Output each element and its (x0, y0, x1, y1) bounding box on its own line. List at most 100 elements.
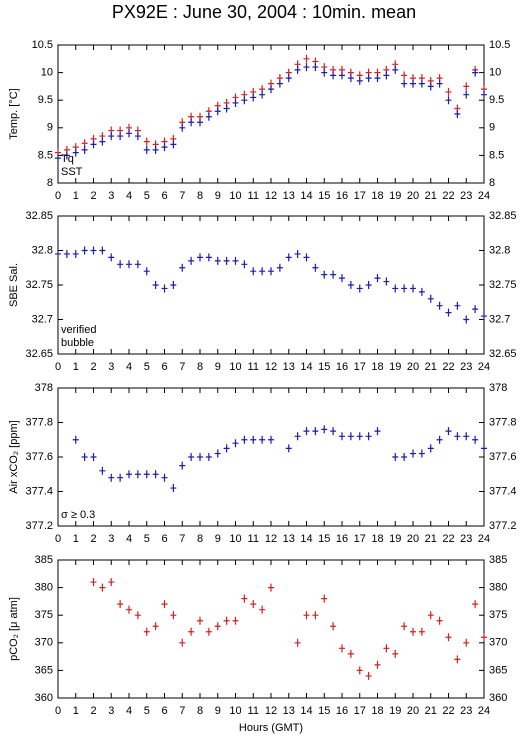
data-point (232, 256, 239, 265)
x-tick-label: 23 (460, 705, 472, 717)
data-point (472, 600, 479, 609)
y-tick-label: 32.7 (32, 313, 53, 325)
data-point (410, 627, 416, 636)
x-tick-label: 13 (283, 705, 295, 717)
data-point (339, 71, 345, 80)
legend-entry: σ ≥ 0.3 (61, 509, 95, 521)
y-tick-label: 360 (35, 692, 53, 704)
x-tick-label: 15 (318, 361, 330, 373)
plot-frame (57, 387, 485, 527)
x-tick-label: 13 (283, 361, 295, 373)
y2-tick-label: 32.65 (489, 348, 517, 360)
x-tick-label: 5 (144, 705, 150, 717)
data-point (55, 154, 61, 163)
data-point (463, 82, 470, 91)
data-point (401, 79, 408, 88)
data-point (481, 312, 487, 321)
x-tick-label: 23 (460, 361, 472, 373)
data-point (463, 638, 470, 647)
x-tick-label: 9 (215, 190, 221, 202)
data-point (232, 439, 239, 448)
data-point (294, 432, 301, 441)
data-point (383, 71, 390, 80)
data-point (117, 600, 124, 609)
x-tick-label: 20 (407, 705, 419, 717)
data-point (232, 98, 239, 107)
data-point (152, 281, 159, 289)
legend-entry: verified (61, 324, 96, 336)
data-point (259, 90, 266, 99)
data-point (232, 616, 239, 625)
y-tick-label: 32.65 (25, 348, 53, 360)
x-tick-label: 15 (318, 533, 330, 545)
data-point (330, 71, 337, 80)
data-point (63, 249, 70, 258)
data-point (179, 638, 186, 647)
y-tick-label: 8 (47, 177, 53, 189)
y-axis-label: Air xCO₂ [ppm] (8, 420, 20, 493)
x-tick-label: 17 (354, 705, 366, 717)
data-point (90, 578, 97, 587)
y-tick-label: 377.6 (25, 451, 53, 463)
data-point (117, 473, 124, 482)
data-point (321, 68, 328, 77)
data-point (152, 622, 159, 631)
x-tick-label: 10 (229, 361, 241, 373)
x-tick-label: 12 (265, 533, 277, 545)
y-tick-label: 9 (47, 122, 53, 134)
data-point (312, 427, 319, 436)
x-tick-label: 1 (73, 533, 79, 545)
x-tick-label: 6 (161, 190, 167, 202)
data-point (392, 453, 399, 461)
y2-tick-label: 360 (489, 692, 507, 704)
data-point (347, 281, 354, 289)
x-tick-label: 4 (126, 533, 132, 545)
data-point (170, 611, 177, 620)
data-point (356, 666, 363, 675)
x-tick-label: 20 (407, 361, 419, 373)
y2-tick-label: 10.5 (489, 39, 510, 51)
x-tick-label: 4 (126, 705, 132, 717)
data-point (418, 449, 425, 458)
data-point (72, 435, 79, 444)
data-point (330, 270, 337, 279)
x-tick-label: 19 (389, 361, 401, 373)
x-tick-label: 2 (90, 533, 96, 545)
data-point (161, 143, 168, 152)
data-point (143, 627, 150, 636)
data-point (134, 470, 141, 479)
x-tick-label: 7 (179, 705, 185, 717)
data-point (330, 427, 337, 436)
data-point (214, 622, 221, 631)
data-point (365, 281, 372, 289)
data-point (454, 432, 461, 441)
x-tick-label: 0 (55, 361, 61, 373)
legend-entry: bubble (61, 337, 94, 349)
y2-tick-label: 377.6 (489, 451, 517, 463)
x-tick-label: 22 (442, 533, 454, 545)
data-point (418, 79, 425, 88)
x-tick-label: 3 (108, 361, 114, 373)
data-point (374, 427, 381, 436)
x-tick-label: 18 (371, 533, 383, 545)
data-point (347, 649, 354, 658)
data-point (303, 63, 310, 72)
data-point (410, 79, 416, 88)
data-point (427, 82, 434, 91)
data-point (445, 96, 452, 105)
x-tick-label: 3 (108, 533, 114, 545)
data-point (312, 611, 319, 620)
data-point (303, 427, 310, 436)
data-point (418, 627, 425, 636)
x-tick-label: 20 (407, 533, 419, 545)
data-point (152, 470, 159, 479)
data-point (339, 644, 345, 653)
data-point (241, 435, 248, 444)
legend-entry: SST (61, 166, 83, 178)
data-point (472, 435, 479, 444)
x-tick-label: 4 (126, 190, 132, 202)
data-point (410, 449, 416, 458)
data-point (63, 151, 70, 160)
x-tick-label: 10 (229, 705, 241, 717)
data-point (197, 616, 203, 625)
